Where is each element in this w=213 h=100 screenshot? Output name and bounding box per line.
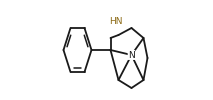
Text: HN: HN — [109, 18, 122, 26]
Text: N: N — [128, 50, 135, 60]
